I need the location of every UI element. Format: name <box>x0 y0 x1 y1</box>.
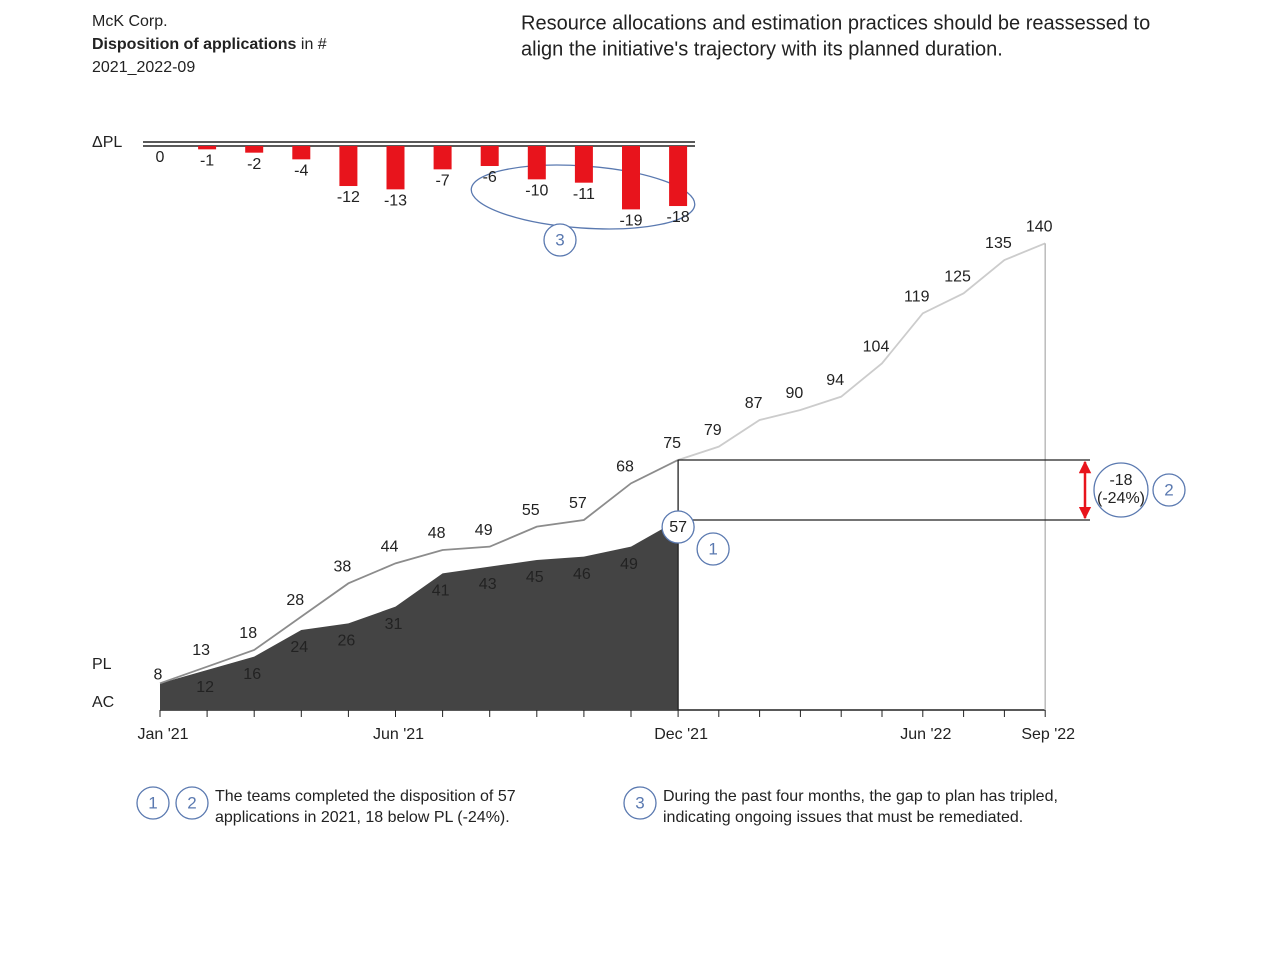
data-label: 49 <box>620 556 638 573</box>
ac-area <box>160 520 679 710</box>
data-label: 125 <box>944 269 971 286</box>
bar <box>480 146 499 167</box>
data-label: 24 <box>290 639 308 656</box>
note-marker-circle <box>623 786 657 820</box>
ac-highlight <box>661 510 695 544</box>
callout-circle <box>696 532 730 566</box>
note-marker-circle <box>136 786 170 820</box>
x-tick-label: Sep '22 <box>1021 726 1075 743</box>
title: Disposition of applications in # <box>92 36 327 53</box>
x-tick-label: Jan '21 <box>137 726 188 743</box>
title-unit: in # <box>301 36 327 53</box>
data-label: 119 <box>904 289 930 306</box>
data-label: 28 <box>286 592 304 609</box>
data-label: 55 <box>522 502 540 519</box>
data-label: 0 <box>156 149 165 166</box>
data-label: -7 <box>435 173 449 190</box>
callout-circle <box>1152 473 1186 507</box>
data-label: 12 <box>196 679 214 696</box>
data-label: 38 <box>334 559 352 576</box>
x-tick-label: Jun '21 <box>373 726 424 743</box>
callout: 2 <box>1164 480 1173 499</box>
message-line: Resource allocations and estimation prac… <box>521 12 1150 34</box>
callout-circle <box>543 223 577 257</box>
data-label: 79 <box>704 422 722 439</box>
data-label: -6 <box>483 169 497 186</box>
series-label: PL <box>92 656 112 673</box>
callout: 3 <box>555 230 564 249</box>
data-label: 94 <box>826 372 844 389</box>
data-label: 26 <box>338 633 356 650</box>
bar <box>339 146 358 187</box>
bar <box>527 146 546 180</box>
bar <box>198 146 217 150</box>
bar <box>622 146 640 210</box>
data-label: 18 <box>239 625 257 642</box>
data-label: 57 <box>569 495 587 512</box>
bar <box>433 146 452 170</box>
data-label: -13 <box>384 193 407 210</box>
data-label: 104 <box>863 339 890 356</box>
note-marker: 2 <box>187 793 196 812</box>
data-label: 8 <box>154 667 163 684</box>
data-label: 45 <box>526 569 544 586</box>
data-label: -18 <box>667 209 690 226</box>
data-label: 57 <box>669 519 687 536</box>
data-label: 87 <box>745 395 763 412</box>
data-label: 43 <box>479 576 497 593</box>
data-label: -12 <box>337 189 360 206</box>
callout: 1 <box>708 539 717 558</box>
note-marker: 3 <box>635 793 644 812</box>
data-label: -1 <box>200 153 214 170</box>
data-label: -10 <box>525 183 548 200</box>
data-label: 44 <box>381 539 399 556</box>
data-label: 49 <box>475 522 493 539</box>
bar <box>292 146 311 160</box>
period: 2021_2022-09 <box>92 59 195 76</box>
data-label: 68 <box>616 459 634 476</box>
note-line: indicating ongoing issues that must be r… <box>663 809 1023 826</box>
gap-circle <box>1093 462 1149 518</box>
data-label: -11 <box>573 186 595 203</box>
x-tick-label: Dec '21 <box>654 726 708 743</box>
gap-value: -18 <box>1109 472 1132 489</box>
data-label: 75 <box>663 435 681 452</box>
bar <box>574 146 593 183</box>
bar <box>386 146 405 190</box>
bar <box>669 146 688 207</box>
data-label: 46 <box>573 566 591 583</box>
pl-line <box>159 242 1046 685</box>
company: McK Corp. <box>92 13 168 30</box>
title-main: Disposition of applications <box>92 36 297 53</box>
data-label: 31 <box>385 616 403 633</box>
x-tick-label: Jun '22 <box>900 726 951 743</box>
data-label: -19 <box>619 213 642 230</box>
data-label: 140 <box>1026 219 1053 236</box>
message-line: align the initiative's trajectory with i… <box>521 38 1003 60</box>
note-marker: 1 <box>148 793 157 812</box>
gap-percent: (-24%) <box>1097 490 1145 507</box>
series-label: AC <box>92 694 114 711</box>
note-line: During the past four months, the gap to … <box>663 788 1058 805</box>
note-line: The teams completed the disposition of 5… <box>215 788 516 805</box>
data-label: 41 <box>432 583 450 600</box>
note-marker-circle <box>175 786 209 820</box>
data-label: 135 <box>985 235 1012 252</box>
data-label: -2 <box>247 156 261 173</box>
data-label: 13 <box>192 642 210 659</box>
data-label: -4 <box>294 163 308 180</box>
note-line: applications in 2021, 18 below PL (-24%)… <box>215 809 510 826</box>
data-label: 48 <box>428 525 446 542</box>
series-label: ΔPL <box>92 134 122 151</box>
bar <box>245 146 264 153</box>
data-label: 90 <box>786 385 804 402</box>
data-label: 16 <box>243 666 261 683</box>
